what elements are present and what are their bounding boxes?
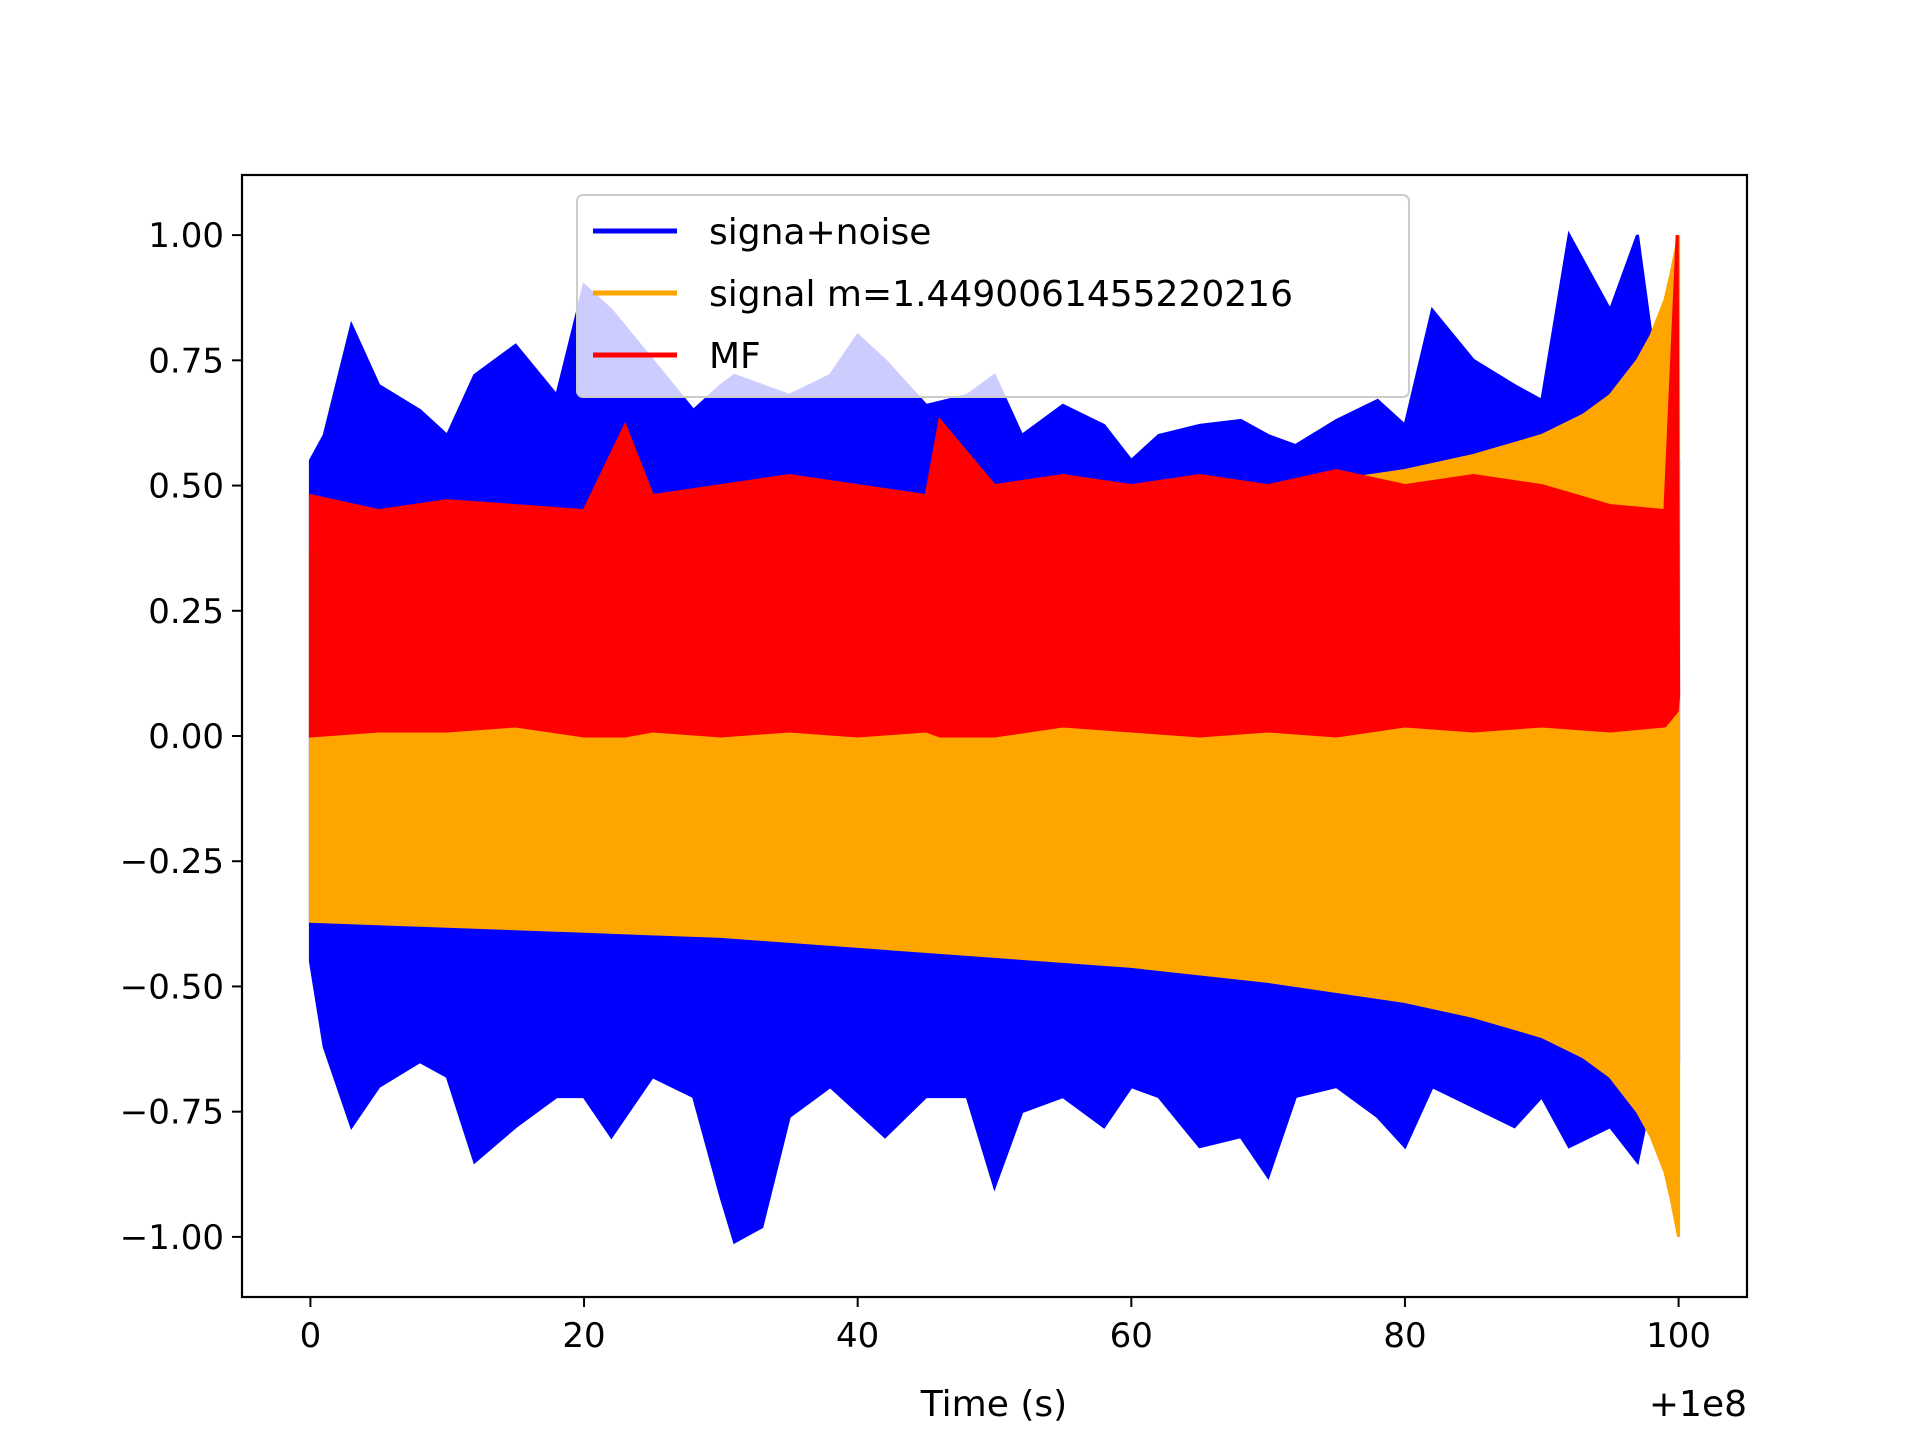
y-tick-label: 0.75 <box>148 341 224 381</box>
x-axis: 0 20 40 60 80 100 <box>300 1297 1711 1356</box>
x-tick-label: 40 <box>836 1316 879 1356</box>
legend-box <box>576 194 1410 398</box>
y-tick-label: 0.00 <box>148 717 224 757</box>
y-tick-label: −0.50 <box>120 967 224 1007</box>
x-tick-label: 80 <box>1383 1316 1426 1356</box>
series-line <box>309 328 1678 736</box>
y-tick-label: −1.00 <box>120 1218 224 1258</box>
plot-area <box>308 230 1681 1245</box>
y-tick-label: 1.00 <box>148 216 224 256</box>
x-tick-label: 100 <box>1646 1316 1711 1356</box>
x-offset-label: +1e8 <box>1649 1384 1747 1425</box>
y-axis: 1.00 0.75 0.50 0.25 0.00 −0.25 −0.50 −0.75 −1.00 <box>120 216 242 1258</box>
x-tick-label: 20 <box>562 1316 605 1356</box>
legend-item: MF <box>593 336 761 377</box>
y-tick-label: 0.50 <box>148 467 224 507</box>
y-tick-label: −0.75 <box>120 1093 224 1133</box>
legend-label: signa+noise <box>709 212 931 253</box>
legend-item: signa+noise <box>593 212 931 253</box>
x-tick-label: 0 <box>300 1316 322 1356</box>
legend-item: signal m=1.4490061455220216 <box>593 274 1293 315</box>
y-tick-label: 0.25 <box>148 592 224 632</box>
x-tick-label: 60 <box>1110 1316 1153 1356</box>
y-tick-label: −0.25 <box>120 842 224 882</box>
series-2 <box>308 235 1681 738</box>
legend-label: MF <box>709 336 761 377</box>
legend-label: signal m=1.4490061455220216 <box>709 274 1293 315</box>
x-axis-label: Time (s) <box>920 1384 1067 1425</box>
legend: signa+noise signal m=1.4490061455220216 MF <box>576 194 1410 398</box>
